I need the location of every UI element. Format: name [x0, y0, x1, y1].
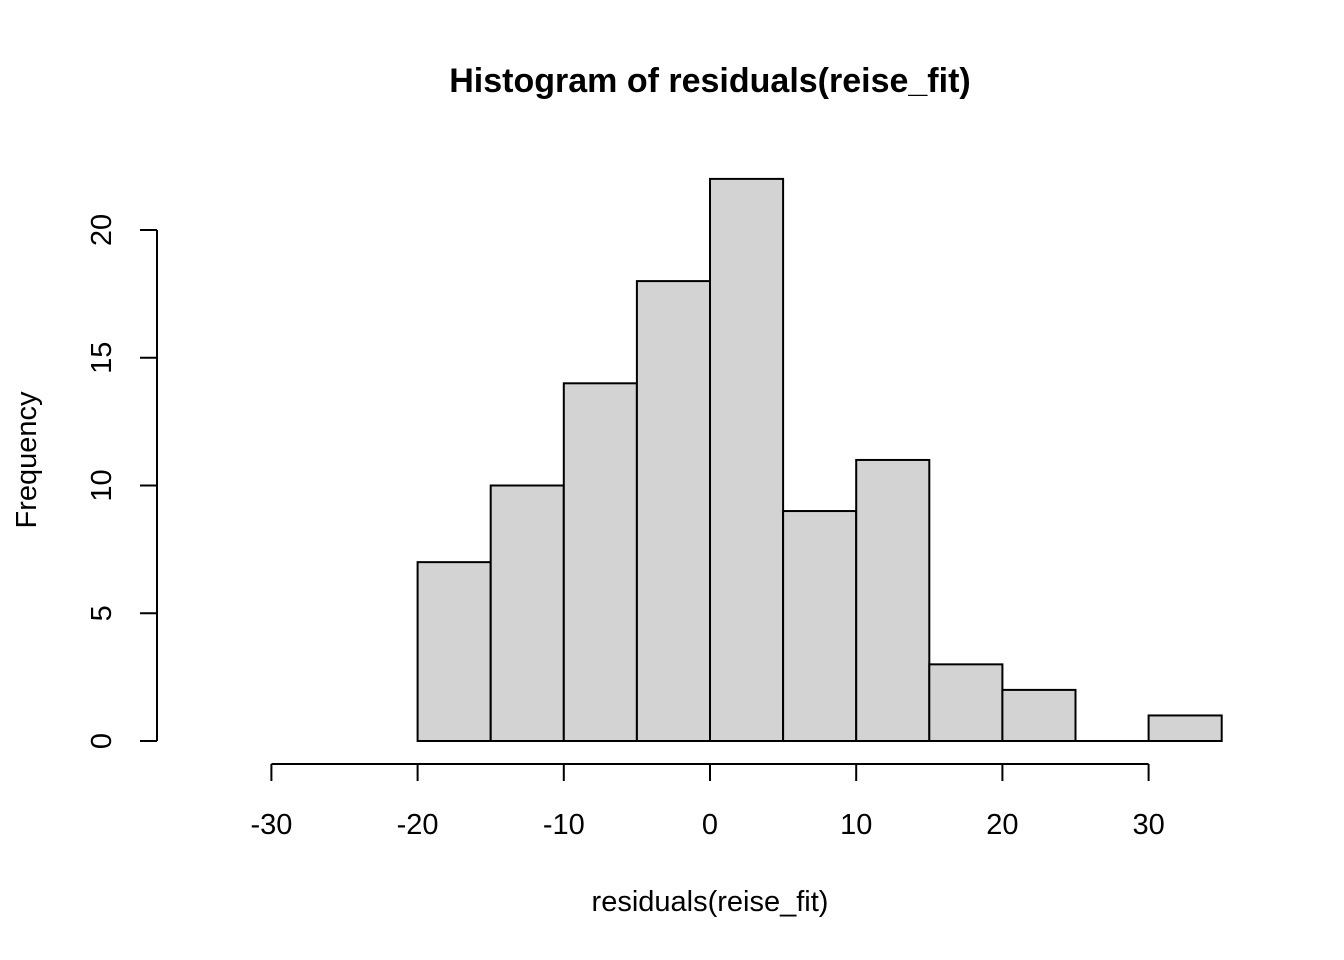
y-tick-label: 5: [86, 605, 118, 621]
chart-title: Histogram of residuals(reise_fit): [449, 62, 970, 100]
x-tick-label: 10: [840, 809, 872, 841]
x-tick-label: -20: [397, 809, 439, 841]
x-tick-label: 30: [1132, 809, 1164, 841]
x-tick-label: -30: [250, 809, 292, 841]
histogram-bar: [709, 177, 785, 742]
y-axis: 0 5 10 15 20: [86, 214, 158, 749]
x-axis-label: residuals(reise_fit): [592, 886, 829, 918]
histogram-bar: [635, 280, 712, 742]
y-tick-label: 15: [86, 342, 118, 374]
y-tick-label: 10: [86, 469, 118, 501]
histogram-bar: [416, 561, 492, 743]
x-tick-label: 0: [702, 809, 718, 841]
histogram-bar: [928, 663, 1004, 742]
histogram-bar: [1147, 714, 1223, 743]
histogram-bars: [416, 177, 1223, 743]
histogram-bar: [855, 458, 931, 742]
histogram-bar: [562, 382, 638, 742]
histogram-bar: [1001, 688, 1077, 743]
histogram-bar: [489, 484, 565, 742]
histogram-bar: [782, 510, 858, 742]
x-axis: -30 -20 -10 0 10 20 30: [250, 763, 1165, 841]
y-tick-label: 20: [86, 214, 118, 246]
y-axis-label: Frequency: [11, 391, 43, 529]
y-tick-label: 0: [86, 733, 118, 749]
x-tick-label: -10: [543, 809, 585, 841]
x-tick-label: 20: [986, 809, 1018, 841]
